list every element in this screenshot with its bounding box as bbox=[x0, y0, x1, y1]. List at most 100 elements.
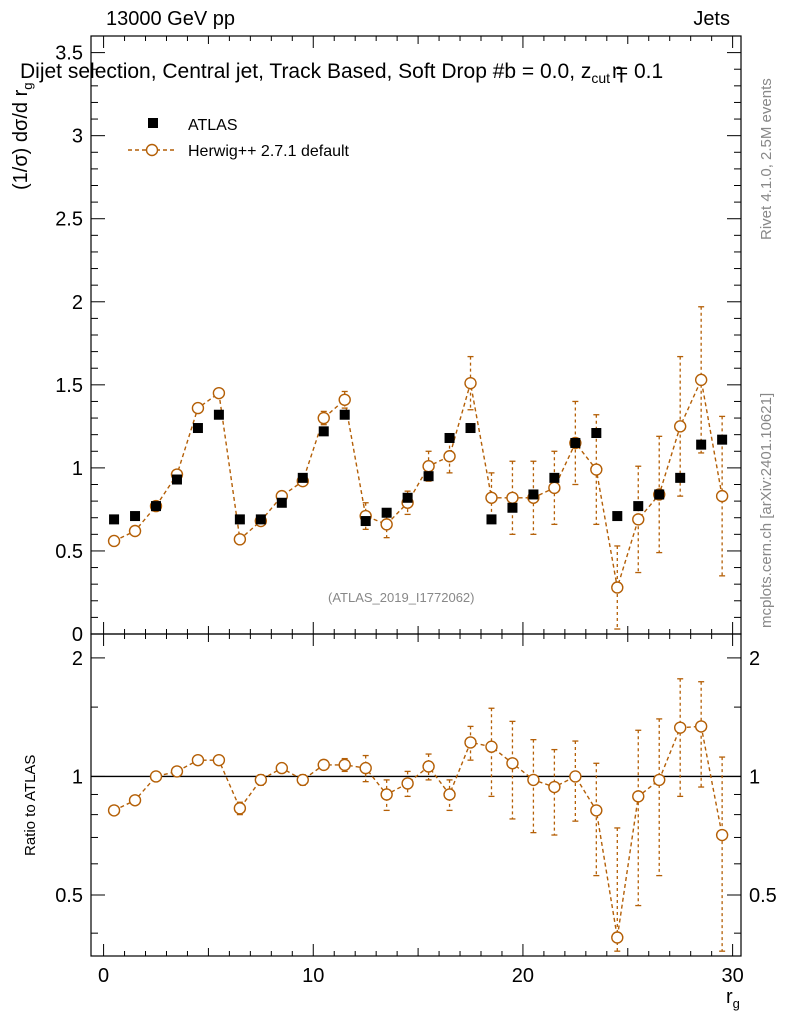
legend-atlas-label: ATLAS bbox=[188, 117, 238, 134]
ratio-point bbox=[694, 720, 708, 733]
plot-frame bbox=[90, 633, 742, 957]
plot-title-eta-glyph: η bbox=[612, 60, 624, 83]
y-tick-label: 3 bbox=[72, 126, 83, 148]
ratio-point bbox=[527, 773, 540, 787]
mc-point bbox=[694, 373, 708, 387]
ratio-point bbox=[212, 753, 226, 767]
mc-point bbox=[485, 491, 498, 504]
x-tick-label: 10 bbox=[302, 965, 324, 987]
y-tick-label: 1 bbox=[72, 458, 83, 480]
ratio-point bbox=[191, 753, 205, 767]
mcplots-url-label: mcplots.cern.ch [arXiv:2401.10621] bbox=[758, 392, 775, 628]
ratio-point bbox=[464, 736, 477, 749]
ratio-point bbox=[317, 758, 330, 772]
atlas-point bbox=[570, 437, 581, 448]
process-label: Jets bbox=[693, 8, 730, 30]
y-tick-label: 2 bbox=[72, 648, 83, 670]
y-tick-label: 1 bbox=[72, 766, 83, 788]
mc-point bbox=[380, 518, 393, 531]
rivet-version-label: Rivet 4.1.0, 2.5M events bbox=[758, 78, 775, 240]
x-tick-label: 30 bbox=[721, 965, 743, 987]
atlas-point bbox=[213, 409, 224, 420]
mc-point bbox=[128, 524, 142, 538]
mc-point bbox=[673, 420, 687, 433]
atlas-point bbox=[171, 474, 182, 485]
x-axis-label: rg bbox=[726, 986, 740, 1011]
y-axis-label-main-subscript: g bbox=[20, 82, 35, 90]
mc-point bbox=[464, 376, 477, 390]
y-tick-label: 2 bbox=[72, 292, 83, 314]
mc-point bbox=[233, 533, 247, 546]
mc-point bbox=[317, 411, 330, 425]
atlas-point bbox=[255, 514, 266, 525]
atlas-point bbox=[675, 472, 686, 483]
ratio-point bbox=[569, 770, 582, 783]
plot-title-subscript: cut bbox=[591, 70, 611, 87]
y-tick-label: 1.5 bbox=[55, 375, 83, 397]
atlas-point bbox=[402, 492, 413, 503]
ratio-point bbox=[715, 828, 729, 842]
atlas-point bbox=[318, 426, 329, 437]
atlas-point bbox=[381, 507, 392, 518]
legend-mc-label: Herwig++ 2.7.1 default bbox=[188, 143, 350, 160]
ratio-point bbox=[443, 788, 456, 801]
ratio-point bbox=[485, 740, 498, 753]
main-plot-panel: 0 0.5 1 1.5 2 2.5 3 3.5 ATLAS Herwig++ 2.7.1 defa… bbox=[55, 35, 742, 646]
mc-point bbox=[212, 386, 226, 400]
collision-label: 13000 GeV pp bbox=[106, 8, 235, 30]
atlas-point bbox=[465, 423, 476, 434]
ratio-point bbox=[254, 773, 268, 787]
mc-point bbox=[715, 489, 729, 503]
ratio-point bbox=[296, 773, 309, 787]
plot-title: Dijet selection, Central jet, Track Base… bbox=[20, 60, 663, 86]
ratio-point bbox=[380, 788, 393, 801]
atlas-point bbox=[444, 432, 455, 443]
ratio-point bbox=[673, 721, 687, 734]
y-tick-label-right: 1 bbox=[749, 766, 760, 788]
x-axis-label-text: r bbox=[726, 986, 733, 1008]
mc-point bbox=[191, 401, 205, 415]
plot-title-text: Dijet selection, Central jet, Track Base… bbox=[20, 60, 592, 83]
y-axis-label-main-text: (1/σ) dσ/d r bbox=[10, 89, 32, 190]
ratio-point bbox=[401, 777, 414, 790]
mc-point bbox=[632, 513, 645, 526]
x-tick-label: 20 bbox=[512, 965, 534, 987]
atlas-point bbox=[633, 501, 644, 512]
y-tick-label: 2.5 bbox=[55, 209, 83, 231]
ratio-point bbox=[338, 758, 351, 772]
ratio-point bbox=[275, 761, 289, 775]
ratio-point bbox=[107, 804, 121, 817]
plot-title-tail: = 0.1 bbox=[615, 60, 664, 83]
y-tick-label: 0.5 bbox=[55, 885, 83, 907]
ratio-point bbox=[170, 765, 184, 778]
mc-point bbox=[611, 581, 624, 594]
atlas-point bbox=[151, 501, 161, 512]
atlas-point bbox=[486, 514, 497, 525]
y-axis-label-ratio: Ratio to ATLAS bbox=[22, 754, 39, 856]
atlas-point bbox=[339, 409, 350, 420]
y-tick-label: 0.5 bbox=[55, 541, 83, 563]
ratio-series-line bbox=[113, 725, 723, 938]
mc-point bbox=[422, 460, 435, 473]
atlas-point bbox=[528, 489, 539, 500]
ratio-point bbox=[233, 802, 247, 815]
atlas-point bbox=[297, 472, 308, 483]
legend-mc-marker bbox=[145, 143, 159, 157]
y-tick-label-right: 2 bbox=[749, 648, 760, 670]
ratio-point bbox=[632, 790, 645, 803]
ratio-point bbox=[653, 773, 666, 787]
ratio-point bbox=[611, 931, 624, 944]
ratio-point bbox=[506, 757, 519, 770]
atlas-point bbox=[360, 516, 371, 527]
ratio-point bbox=[149, 770, 163, 783]
y-tick-label: 0 bbox=[72, 624, 83, 646]
ratio-point bbox=[548, 780, 561, 794]
x-axis-label-subscript: g bbox=[732, 996, 740, 1011]
x-tick-label: 0 bbox=[98, 965, 109, 987]
atlas-point bbox=[276, 497, 287, 508]
atlas-point bbox=[109, 514, 120, 525]
mc-point bbox=[338, 393, 351, 406]
atlas-point bbox=[130, 511, 141, 522]
ratio-point bbox=[422, 760, 435, 773]
